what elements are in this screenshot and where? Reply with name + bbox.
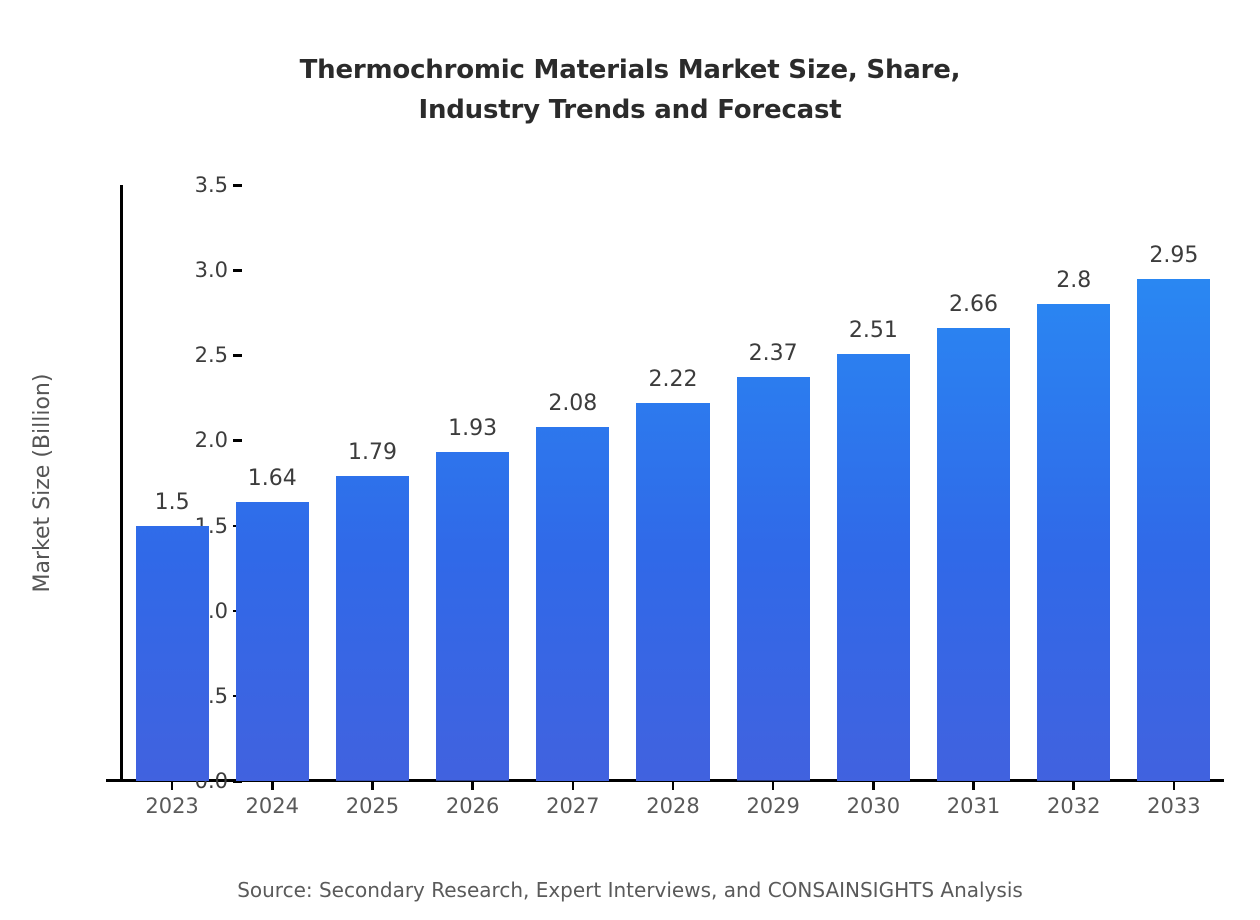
bar[interactable] <box>936 328 1011 781</box>
bar-value-label: 2.08 <box>548 390 598 416</box>
x-tick-label: 2026 <box>445 794 500 818</box>
y-tick-label: 3.0 <box>194 258 228 283</box>
bar[interactable] <box>1137 278 1211 781</box>
x-tick-mark <box>371 781 374 790</box>
bar[interactable] <box>636 402 710 781</box>
bar-value-label: 2.37 <box>748 341 798 367</box>
y-tick-mark <box>233 269 242 272</box>
bar-value-label: 2.22 <box>648 366 698 392</box>
y-axis-spine <box>120 185 123 782</box>
x-tick-mark <box>1072 781 1075 790</box>
bar-value-label: 1.5 <box>154 489 190 515</box>
y-tick-label: 2.5 <box>194 343 228 368</box>
x-tick-mark <box>872 781 875 790</box>
x-tick-mark <box>471 781 474 790</box>
page-title: Thermochromic Materials Market Size, Sha… <box>299 55 961 125</box>
bar-value-label: 1.64 <box>247 465 297 491</box>
bar-value-label: 2.51 <box>848 317 898 343</box>
bar-value-label: 2.66 <box>949 292 999 318</box>
x-tick-label: 2025 <box>345 794 400 818</box>
x-tick-mark <box>671 781 675 790</box>
y-tick-mark <box>233 184 242 187</box>
x-tick-mark <box>170 781 174 790</box>
bar[interactable] <box>135 525 209 781</box>
bar-value-label: 1.93 <box>448 416 498 442</box>
y-tick-mark <box>233 354 242 357</box>
y-tick-mark <box>233 439 242 442</box>
x-tick-label: 2028 <box>646 794 700 818</box>
source-note: Source: Secondary Research, Expert Inter… <box>237 878 1023 902</box>
y-tick-label: 3.5 <box>194 173 228 197</box>
x-tick-mark <box>571 781 575 790</box>
x-tick-label: 2023 <box>145 794 199 818</box>
bar[interactable] <box>335 476 409 781</box>
x-tick-mark <box>972 781 975 790</box>
x-tick-label: 2024 <box>245 794 299 818</box>
x-tick-mark <box>1172 781 1176 790</box>
x-tick-mark <box>271 781 274 790</box>
y-tick-label: 2.0 <box>194 428 228 453</box>
bar[interactable] <box>736 377 810 781</box>
x-tick-label: 2030 <box>846 794 901 818</box>
y-axis-title: Market Size (Billion) <box>30 373 55 593</box>
bar-value-label: 2.95 <box>1149 242 1199 268</box>
x-tick-label: 2031 <box>946 794 1001 818</box>
y-tick-mark <box>233 780 242 783</box>
plot-area: 0.0 0.5 1.0 1.5 2.0 2.5 3.0 3.5 1.5 1.64 1.79 1.93… <box>122 173 1224 793</box>
x-tick-mark <box>771 781 775 790</box>
bar[interactable] <box>235 501 309 781</box>
x-tick-label: 2029 <box>746 794 800 818</box>
bar[interactable] <box>536 426 610 781</box>
bar[interactable] <box>436 452 510 781</box>
bar[interactable] <box>1037 304 1111 781</box>
bar[interactable] <box>836 353 910 781</box>
bar-value-label: 1.79 <box>347 440 397 466</box>
bar-value-label: 2.8 <box>1056 268 1092 294</box>
x-tick-label: 2033 <box>1147 794 1201 818</box>
x-tick-label: 2032 <box>1046 794 1101 818</box>
x-tick-label: 2027 <box>546 794 600 818</box>
